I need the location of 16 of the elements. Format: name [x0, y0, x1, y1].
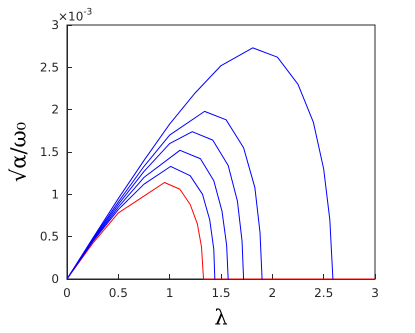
y-tick-label: 1.5	[40, 145, 59, 159]
x-tick-label: 0.5	[108, 286, 128, 300]
y-tick-label: 3	[51, 18, 59, 32]
y-tick-label: 2.5	[40, 60, 59, 74]
x-tick-label: 2	[268, 286, 276, 300]
x-tick-label: 1	[166, 286, 174, 300]
y-tick-label: 0	[51, 272, 59, 286]
y-tick-label: 0.5	[40, 230, 59, 244]
y-tick-label: 2	[51, 102, 59, 117]
x-tick-label: 2.5	[314, 286, 334, 300]
x-tick-label: 1.5	[211, 286, 231, 300]
x-tick-label: 0	[63, 286, 71, 300]
x-axis-title: λ	[214, 306, 228, 330]
y-tick-label: 1	[51, 187, 59, 202]
x-tick-label: 3	[371, 286, 379, 300]
y-axis-title: √α/ω₀	[6, 122, 30, 182]
